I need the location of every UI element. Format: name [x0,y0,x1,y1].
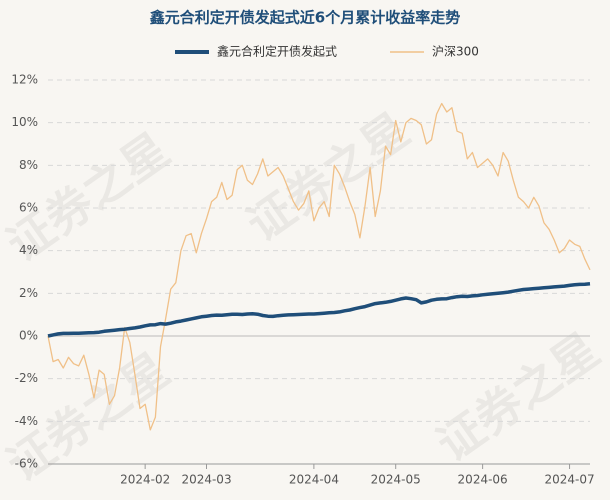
series-line [47,281,591,338]
y-tick-label: -2% [15,371,38,385]
x-tick-label: 2024-02 [120,473,170,487]
y-tick-label: 10% [11,115,38,129]
y-tick-label: 12% [11,73,38,87]
y-tick-label: 0% [19,329,38,343]
x-tick-label: 2024-05 [371,473,421,487]
x-tick-label: 2024-04 [289,473,339,487]
y-tick-label: 8% [19,158,38,172]
y-tick-label: -4% [15,414,38,428]
y-tick-label: 6% [19,201,38,215]
y-tick-label: 4% [19,243,38,257]
y-tick-label: -6% [15,457,38,471]
x-tick-label: 2024-06 [458,473,508,487]
x-tick-label: 2024-07 [544,473,594,487]
x-tick-label: 2024-03 [181,473,231,487]
legend-label: 沪深300 [432,45,479,59]
chart-title: 鑫元合利定开债发起式近6个月累计收益率走势 [149,9,460,27]
legend-label: 鑫元合利定开债发起式 [217,44,337,59]
series-line [47,102,591,431]
y-tick-label: 2% [19,286,38,300]
